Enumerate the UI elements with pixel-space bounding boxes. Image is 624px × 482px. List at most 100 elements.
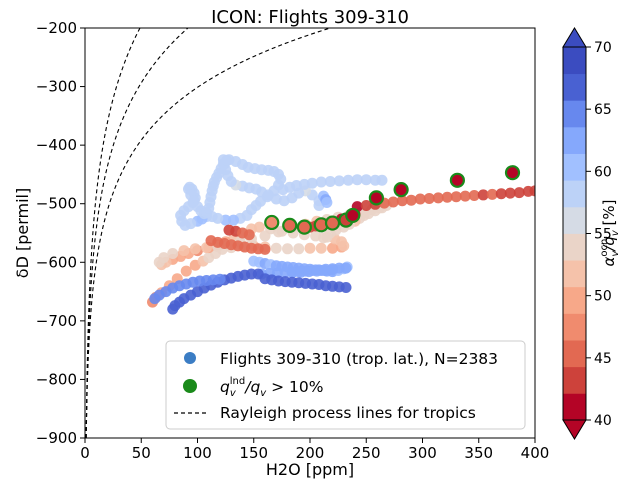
legend-label-track: Flights 309-310 (trop. lat.), N=2383 — [220, 350, 498, 368]
land-fraction-point — [345, 207, 361, 224]
track-point — [158, 252, 170, 264]
track-point — [259, 243, 271, 255]
land-fraction-point — [449, 172, 465, 188]
track-point — [304, 242, 316, 254]
colorbar-extend-max — [562, 27, 587, 48]
track-point — [327, 242, 338, 254]
track-point — [243, 229, 255, 241]
track-point — [486, 188, 498, 200]
y-tick-label: −700 — [36, 312, 77, 330]
track-point — [342, 174, 354, 186]
track-point — [468, 190, 480, 202]
track-point — [315, 242, 327, 254]
x-tick-label: 350 — [464, 444, 493, 462]
track-point — [459, 190, 471, 202]
track-point — [259, 230, 271, 242]
colorbar-segment — [563, 180, 586, 208]
colorbar-segment — [563, 47, 586, 75]
track-point — [311, 265, 323, 277]
legend-label-rayleigh: Rayleigh process lines for tropics — [220, 404, 476, 422]
colorbar-segment — [563, 340, 586, 368]
track-point — [189, 243, 201, 255]
x-tick-label: 0 — [80, 444, 90, 462]
legend-box — [165, 340, 526, 430]
colorbar-segment — [563, 313, 586, 341]
track-point — [405, 194, 417, 206]
x-tick-label: 100 — [183, 444, 212, 462]
colorbar — [562, 27, 587, 440]
track-point — [279, 266, 291, 278]
track-point — [324, 175, 336, 187]
chart-title: ICON: Flights 309-310 — [211, 7, 409, 28]
colorbar-tick-label: 50 — [594, 289, 612, 305]
x-tick-label: 400 — [521, 444, 550, 462]
track-point — [495, 188, 507, 200]
colorbar-label: αocnv/qv [%] — [599, 199, 621, 266]
colorbar-tick-label: 55 — [594, 227, 612, 243]
track-point — [178, 245, 190, 257]
plot-area — [84, 27, 536, 439]
track-point — [321, 197, 333, 209]
track-point — [333, 175, 345, 187]
track-point — [414, 193, 426, 205]
track-point — [387, 196, 399, 208]
track-point — [529, 185, 535, 197]
track-point — [477, 189, 489, 201]
track-point — [340, 281, 352, 293]
colorbar-tick-label: 45 — [594, 351, 612, 367]
track-point — [180, 265, 192, 277]
track-point — [513, 187, 525, 199]
colorbar-tick-label: 65 — [594, 102, 612, 118]
colorbar-segment — [563, 366, 586, 394]
track-point — [351, 174, 363, 186]
legend-marker-lnd — [183, 379, 197, 393]
track-point — [504, 187, 516, 199]
track-point — [396, 195, 408, 207]
data-layer — [85, 28, 535, 438]
legend: Flights 309-310 (trop. lat.), N=2383 qvl… — [165, 340, 526, 430]
x-axis: 0 50 100 150 200 250 300 350 400 — [80, 438, 549, 462]
land-fraction-point — [504, 165, 521, 181]
land-fraction-point — [264, 214, 280, 231]
colorbar-segment — [563, 73, 586, 101]
track-point — [360, 199, 372, 211]
legend-marker-track — [184, 352, 196, 364]
track-point — [167, 248, 179, 259]
y-tick-label: −200 — [36, 19, 77, 37]
colorbar-extend-min — [562, 419, 587, 440]
land-fraction-point — [282, 217, 298, 233]
track-point — [228, 214, 239, 226]
x-tick-label: 300 — [408, 444, 437, 462]
colorbar-segment — [563, 100, 586, 128]
land-fraction-point — [324, 215, 341, 231]
colorbar-segment — [563, 153, 586, 181]
y-tick-label: −500 — [36, 195, 77, 213]
y-axis-label: δD [permil] — [13, 188, 32, 278]
track-point — [303, 266, 315, 278]
track-point — [270, 242, 282, 254]
track-point — [282, 243, 293, 255]
rayleigh-line — [85, 28, 333, 438]
track-point — [423, 192, 435, 204]
y-tick-label: −900 — [36, 429, 77, 447]
track-point — [287, 266, 299, 278]
track-point — [295, 266, 307, 278]
track-point — [327, 264, 338, 276]
track-point — [441, 191, 453, 203]
track-point — [318, 232, 329, 244]
colorbar-segment — [563, 126, 586, 154]
track-point — [360, 174, 372, 186]
land-fraction-point — [393, 182, 409, 198]
x-axis-label: H2O [ppm] — [266, 460, 354, 479]
x-tick-label: 250 — [352, 444, 381, 462]
y-tick-label: −400 — [36, 136, 77, 154]
track-point — [315, 176, 327, 188]
colorbar-tick-label: 70 — [594, 40, 612, 56]
colorbar-segment — [563, 286, 586, 314]
track-point — [376, 174, 388, 186]
y-tick-label: −600 — [36, 253, 77, 271]
track-point — [432, 192, 444, 204]
colorbar-tick-label: 60 — [594, 164, 612, 180]
land-fraction-point — [296, 219, 312, 235]
